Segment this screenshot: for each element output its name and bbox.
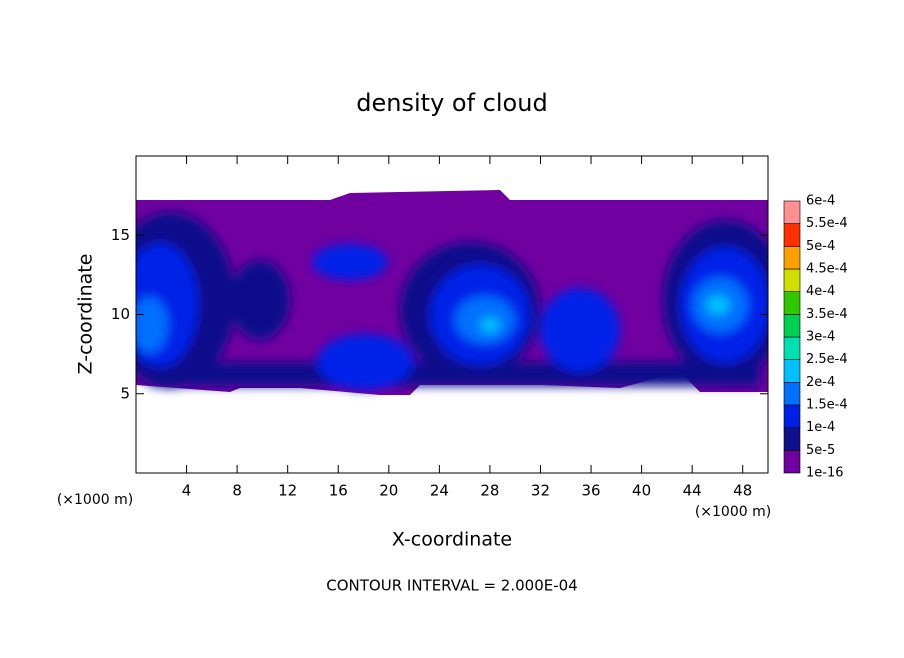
x-tick-label: 8 bbox=[232, 482, 242, 500]
colorbar-swatch bbox=[783, 404, 801, 428]
colorbar-swatch bbox=[783, 200, 801, 224]
colorbar-label: 4.5e-4 bbox=[806, 262, 848, 277]
chart-title: density of cloud bbox=[356, 89, 547, 117]
x-unit-label: (×1000 m) bbox=[57, 492, 133, 508]
colorbar-label: 2e-4 bbox=[806, 375, 835, 390]
x-tick-label: 44 bbox=[683, 482, 702, 500]
colorbar-swatch bbox=[783, 427, 801, 451]
colorbar-label: 3e-4 bbox=[806, 330, 835, 345]
colorbar-label: 1e-4 bbox=[806, 420, 835, 435]
colorbar-swatch bbox=[783, 359, 801, 383]
colorbar-swatch bbox=[783, 223, 801, 247]
colorbar-label: 5.5e-4 bbox=[806, 216, 848, 231]
colorbar-label: 5e-5 bbox=[806, 443, 835, 458]
colorbar-swatch bbox=[783, 314, 801, 338]
y-axis-label: Z-coordinate bbox=[75, 254, 97, 375]
colorbar-label: 2.5e-4 bbox=[806, 352, 848, 367]
colorbar-swatch bbox=[783, 336, 801, 360]
x-tick-label: 20 bbox=[379, 482, 398, 500]
footer-note: CONTOUR INTERVAL = 2.000E-04 bbox=[326, 577, 577, 595]
y-tick-label: 5 bbox=[120, 384, 130, 402]
x-tick-label: 36 bbox=[581, 482, 600, 500]
colorbar-swatch bbox=[783, 291, 801, 315]
colorbar-label: 4e-4 bbox=[806, 284, 835, 299]
colorbar-label: 1e-16 bbox=[806, 466, 844, 481]
colorbar-swatch bbox=[783, 246, 801, 270]
colorbar-label: 1.5e-4 bbox=[806, 398, 848, 413]
y-tick-label: 15 bbox=[111, 226, 130, 244]
x-tick-label: 16 bbox=[329, 482, 348, 500]
x-tick-label: 48 bbox=[733, 482, 752, 500]
x-tick-label: 4 bbox=[182, 482, 192, 500]
x-tick-label: 32 bbox=[531, 482, 550, 500]
y-tick-label: 10 bbox=[111, 305, 130, 323]
x-tick-label: 40 bbox=[632, 482, 651, 500]
x-axis-label: X-coordinate bbox=[392, 529, 512, 551]
colorbar-swatch bbox=[783, 382, 801, 406]
contour-field bbox=[136, 190, 768, 395]
colorbar-swatch bbox=[783, 268, 801, 292]
colorbar-label: 3.5e-4 bbox=[806, 307, 848, 322]
x-tick-label: 28 bbox=[480, 482, 499, 500]
x-tick-label: 24 bbox=[430, 482, 449, 500]
colorbar-swatch bbox=[783, 450, 801, 474]
colorbar-label: 5e-4 bbox=[806, 239, 835, 254]
colorbar-label: 6e-4 bbox=[806, 194, 835, 209]
x-unit-label: (×1000 m) bbox=[695, 504, 771, 520]
x-tick-label: 12 bbox=[278, 482, 297, 500]
